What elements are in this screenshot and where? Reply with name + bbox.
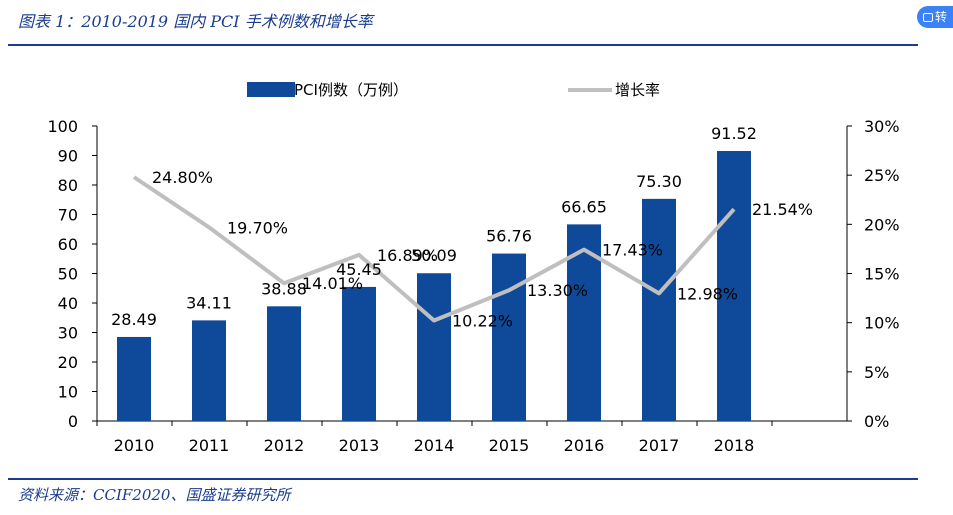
x-tick-label: 2018	[714, 436, 755, 455]
x-tick-label: 2014	[414, 436, 455, 455]
bar	[117, 336, 151, 421]
bar-value-label: 66.65	[561, 197, 607, 216]
left-tick-label: 90	[58, 147, 78, 166]
legend-line-label: 增长率	[615, 81, 660, 99]
source-rule	[8, 478, 918, 480]
left-tick-label: 10	[58, 383, 78, 402]
bar	[267, 306, 301, 421]
left-tick-label: 100	[47, 117, 78, 136]
x-tick-label: 2011	[189, 436, 230, 455]
growth-rate-label: 21.54%	[752, 200, 813, 219]
left-tick-label: 0	[68, 412, 78, 431]
growth-rate-label: 12.98%	[677, 284, 738, 303]
bar-value-label: 34.11	[186, 293, 232, 312]
line-series	[132, 175, 736, 323]
right-tick-label: 30%	[864, 117, 900, 136]
left-tick-label: 50	[58, 265, 78, 284]
bar	[492, 253, 526, 421]
caption-rule	[8, 44, 918, 46]
left-tick-label: 70	[58, 206, 78, 225]
bar	[192, 320, 226, 421]
left-tick-label: 40	[58, 294, 78, 313]
figure-caption: 图表 1：2010-2019 国内 PCI 手术例数和增长率	[18, 12, 373, 31]
bar	[417, 273, 451, 421]
x-tick-label: 2015	[489, 436, 530, 455]
bar	[342, 286, 376, 421]
right-tick-label: 25%	[864, 166, 900, 185]
chart-legend: PCI例数（万例） 增长率	[247, 81, 660, 99]
growth-rate-label: 17.43%	[602, 241, 663, 260]
chart-axes: 0 10 20 30 40 50 60 70 80 90 100 0% 5% 10% 15% 20% 25% 30…	[47, 117, 899, 455]
growth-rate-label: 13.30%	[527, 281, 588, 300]
bar-value-label: 28.49	[111, 310, 157, 329]
legend-bar-label: PCI例数（万例）	[294, 81, 408, 99]
x-tick-label: 2012	[264, 436, 305, 455]
bar-series	[117, 151, 751, 422]
left-tick-label: 60	[58, 235, 78, 254]
right-tick-label: 20%	[864, 215, 900, 234]
right-tick-label: 0%	[864, 412, 889, 431]
pci-chart: 0 10 20 30 40 50 60 70 80 90 100 0% 5% 10% 15% 20% 25% 30…	[47, 81, 899, 455]
right-tick-label: 5%	[864, 363, 889, 382]
growth-rate-label: 14.01%	[302, 274, 363, 293]
x-tick-label: 2013	[339, 436, 380, 455]
source-note: 资料来源：CCIF2020、国盛证券研究所	[18, 486, 291, 504]
x-tick-label: 2010	[114, 436, 155, 455]
translate-button[interactable]: 转	[917, 6, 953, 28]
growth-rate-label: 19.70%	[227, 218, 288, 237]
bar-value-label: 91.52	[711, 124, 757, 143]
bar-value-label: 56.76	[486, 227, 532, 246]
left-tick-label: 80	[58, 176, 78, 195]
bar	[717, 151, 751, 422]
bar	[642, 198, 676, 421]
bar-value-label: 45.45	[336, 260, 382, 279]
left-tick-label: 20	[58, 353, 78, 372]
left-tick-label: 30	[58, 324, 78, 343]
growth-rate-label: 16.89%	[377, 246, 438, 265]
translate-icon	[923, 13, 933, 22]
growth-rate-label: 24.80%	[152, 168, 213, 187]
growth-rate-line	[132, 175, 736, 323]
right-tick-label: 10%	[864, 314, 900, 333]
x-tick-label: 2017	[639, 436, 680, 455]
legend-bar-swatch	[247, 82, 295, 97]
right-tick-label: 15%	[864, 265, 900, 284]
bar-value-label: 50.09	[411, 246, 457, 265]
x-tick-label: 2016	[564, 436, 605, 455]
bar-value-label: 75.30	[636, 172, 682, 191]
growth-rate-label: 10.22%	[452, 312, 513, 331]
data-labels: 28.49 34.11 38.88 45.45 50.09 56.76 66.65 75.30…	[111, 124, 813, 330]
translate-label: 转	[935, 10, 948, 24]
bar-value-label: 38.88	[261, 279, 307, 298]
